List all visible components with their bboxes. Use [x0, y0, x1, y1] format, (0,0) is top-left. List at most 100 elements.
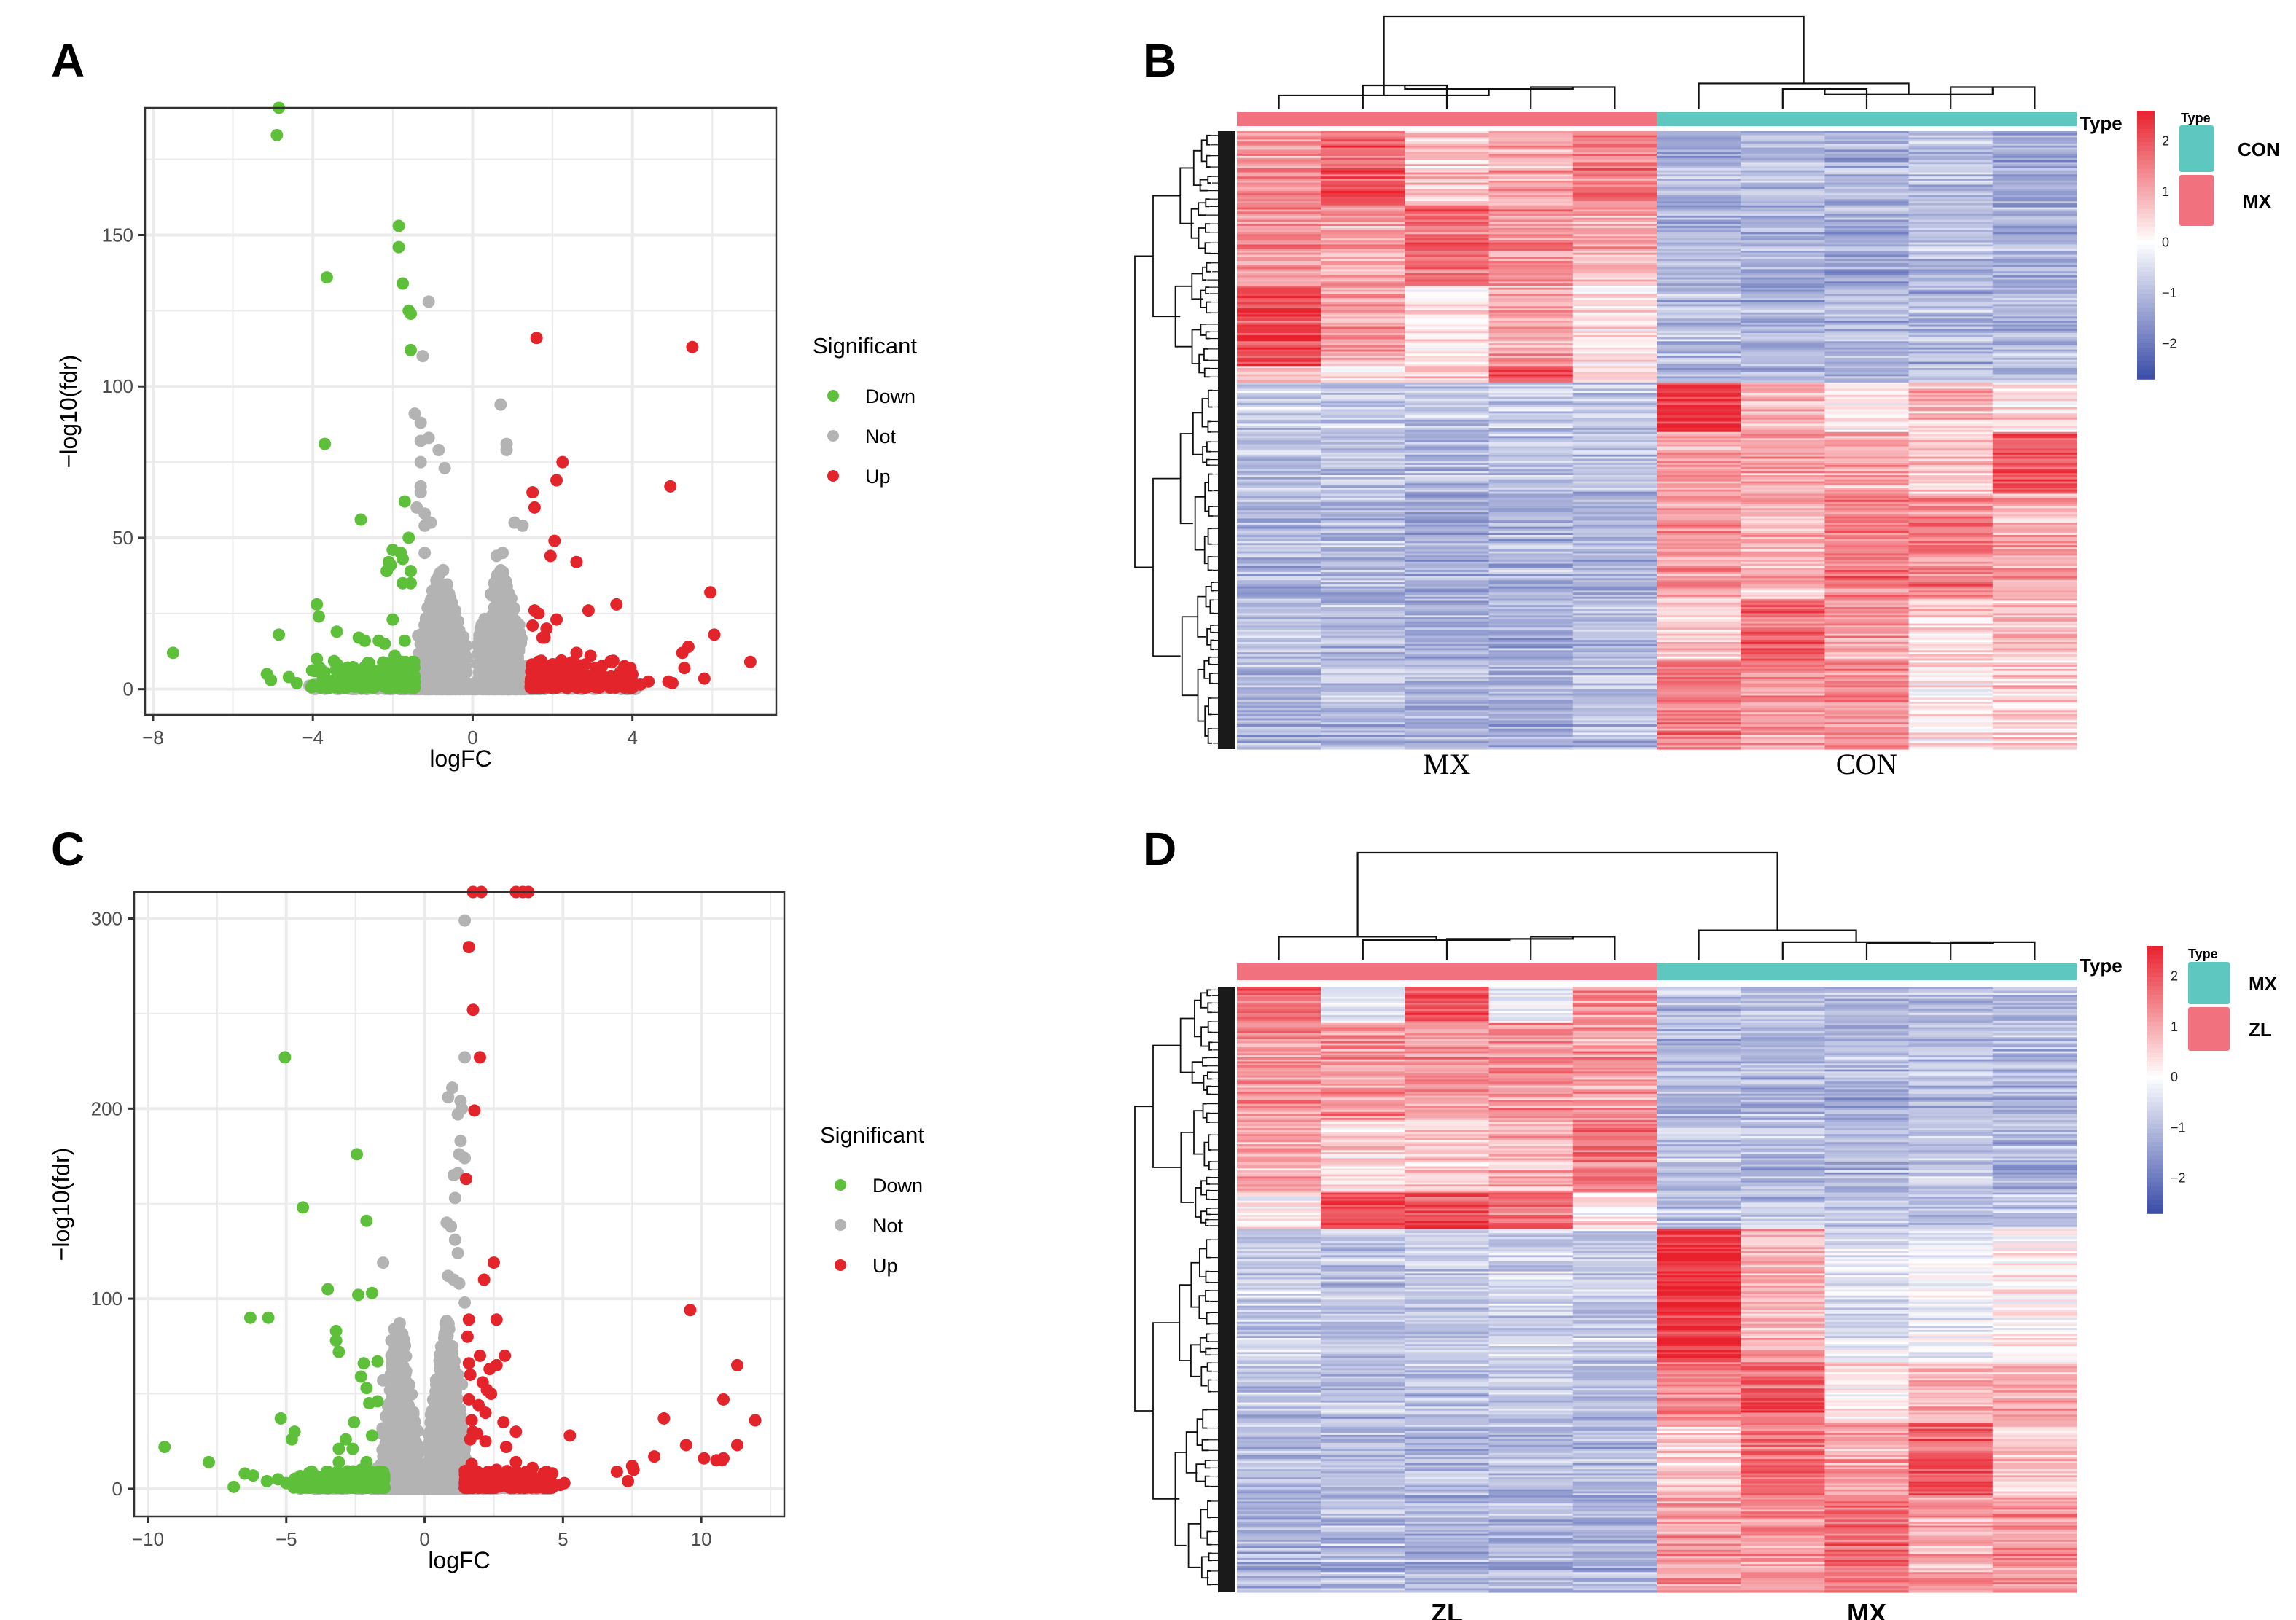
point-not	[505, 606, 518, 619]
point-not	[512, 651, 525, 664]
point-down	[365, 1286, 378, 1299]
point-not	[491, 681, 504, 694]
point-not	[402, 1404, 415, 1417]
point-down	[397, 277, 410, 290]
point-down	[330, 625, 343, 638]
legend-title: Significant	[813, 333, 917, 359]
point-not	[442, 597, 455, 610]
point-up	[526, 486, 539, 499]
point-not	[407, 1429, 421, 1442]
point-down	[280, 1476, 293, 1490]
point-not	[494, 398, 507, 411]
point-down	[321, 1283, 335, 1296]
point-down	[337, 1476, 351, 1490]
point-down	[378, 637, 391, 650]
point-not	[442, 1091, 455, 1104]
point-not	[424, 516, 437, 529]
y-tick-label: 50	[112, 527, 133, 549]
point-up	[704, 586, 717, 599]
point-not	[377, 1256, 390, 1269]
point-down	[311, 652, 324, 665]
point-up	[576, 668, 589, 681]
point-down	[404, 343, 417, 356]
point-not	[380, 1428, 394, 1441]
point-down	[392, 219, 405, 232]
point-down	[343, 678, 356, 691]
point-down	[202, 1455, 215, 1468]
point-not	[435, 678, 448, 692]
point-not	[456, 652, 469, 665]
point-down	[273, 628, 286, 641]
point-down	[285, 1433, 298, 1446]
point-not	[451, 1247, 464, 1260]
point-down	[365, 1429, 378, 1442]
point-not	[442, 1323, 456, 1336]
point-not	[508, 634, 521, 647]
point-down	[297, 1201, 310, 1214]
point-not	[377, 1374, 390, 1387]
point-not	[432, 598, 445, 611]
point-down	[392, 240, 405, 254]
point-not	[448, 1191, 461, 1205]
point-not	[421, 1480, 434, 1493]
point-not	[435, 579, 448, 592]
point-up	[676, 646, 689, 660]
point-down	[262, 1311, 275, 1324]
point-not	[458, 1151, 472, 1165]
point-down	[270, 128, 284, 141]
point-not	[385, 1334, 398, 1347]
data-points	[166, 101, 757, 696]
point-up	[664, 480, 677, 493]
point-down	[290, 676, 303, 689]
point-down	[392, 655, 405, 668]
point-up	[614, 679, 627, 692]
point-down	[319, 437, 332, 450]
point-up	[570, 646, 583, 660]
point-down	[327, 676, 340, 689]
point-down	[166, 646, 179, 660]
point-up	[605, 656, 618, 669]
legend-label-up: Up	[865, 466, 891, 488]
point-not	[399, 1374, 412, 1387]
point-not	[421, 601, 434, 614]
point-up	[536, 631, 549, 644]
legend-key-up	[827, 470, 839, 482]
panel-letter-d: D	[1143, 823, 1176, 875]
point-down	[243, 1311, 257, 1324]
point-not	[397, 1446, 410, 1459]
point-up	[665, 676, 679, 689]
point-not	[448, 1355, 461, 1368]
point-down	[398, 634, 411, 647]
point-down	[332, 1442, 345, 1455]
point-not	[440, 664, 453, 677]
point-not	[458, 1296, 472, 1309]
point-up	[532, 607, 545, 620]
point-up	[678, 662, 691, 675]
point-down	[349, 1473, 362, 1486]
point-not	[453, 1277, 466, 1290]
point-down	[278, 1051, 292, 1064]
point-up	[525, 681, 538, 694]
point-up	[584, 649, 597, 662]
point-down	[329, 1334, 343, 1347]
y-tick-label: 100	[102, 375, 133, 397]
point-not	[484, 664, 497, 677]
point-down	[274, 1412, 287, 1425]
point-down	[260, 1474, 273, 1487]
point-not	[421, 649, 434, 662]
point-up	[698, 672, 711, 685]
x-tick-label: 4	[627, 727, 637, 748]
point-not	[397, 1336, 410, 1349]
point-not	[450, 1420, 464, 1433]
point-down	[324, 1474, 337, 1487]
point-up	[528, 501, 541, 514]
point-not	[458, 914, 472, 927]
point-not	[414, 416, 427, 429]
point-down	[158, 1441, 171, 1454]
point-down	[404, 565, 417, 578]
y-tick-label: 0	[123, 678, 133, 700]
point-up	[564, 665, 577, 678]
point-up	[686, 340, 699, 353]
